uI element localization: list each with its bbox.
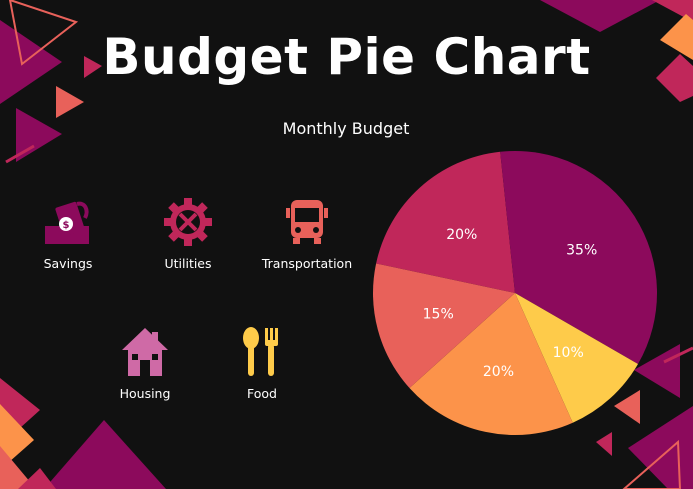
deco-triangle [596,432,612,456]
deco-diamond [660,14,693,60]
deco-diamond [0,404,34,470]
spoon-fork-icon [243,327,278,376]
deco-triangle-outline [8,0,79,66]
deco-triangle [628,406,693,489]
deco-triangle [84,56,102,78]
chart-title: Budget Pie Chart [102,28,591,86]
money-hand-icon: $ [45,201,89,244]
deco-triangle [614,390,640,424]
legend-label: Utilities [164,256,212,271]
svg-text:$: $ [63,220,70,231]
legend-label: Housing [119,386,171,401]
legend-label: Savings [43,256,93,271]
bus-icon [286,200,328,244]
legend-item-transportation: Transportation [252,196,362,271]
deco-triangle [0,446,36,489]
deco-line [663,346,693,364]
chart-subtitle: Monthly Budget [282,119,410,138]
gear-tools-icon [164,198,212,246]
legend-item-food: Food [207,326,317,401]
pie-slice-label: 15% [423,307,454,323]
deco-triangle [634,344,680,398]
legend-label: Transportation [261,256,353,271]
pie-slice-savings [376,151,515,293]
pie-slice-housing [500,151,657,364]
legend-label: Food [247,386,277,401]
deco-triangle-outline [622,439,682,489]
deco-diamond [656,54,693,102]
deco-triangle [44,420,166,489]
pie-slice-label: 20% [483,364,514,380]
deco-triangle [56,86,84,118]
pie-slice-transportation [373,263,515,389]
pie-slice-utilities [409,293,573,435]
deco-triangle [0,20,62,104]
legend-item-utilities: Utilities [133,196,243,271]
deco-line [5,144,35,164]
legend-item-savings: $ Savings [13,196,123,271]
pie-slice-food [515,293,638,423]
pie-slice-label: 35% [566,243,597,259]
pie-slice-label: 10% [553,345,584,361]
deco-triangle [18,468,56,489]
deco-triangle [540,0,660,32]
deco-triangle [652,0,693,22]
pie-slice-label: 20% [446,227,477,243]
house-icon [122,328,168,376]
pie-chart: 20% 35% 10% 20% 15% [373,151,657,435]
legend-item-housing: Housing [90,326,200,401]
